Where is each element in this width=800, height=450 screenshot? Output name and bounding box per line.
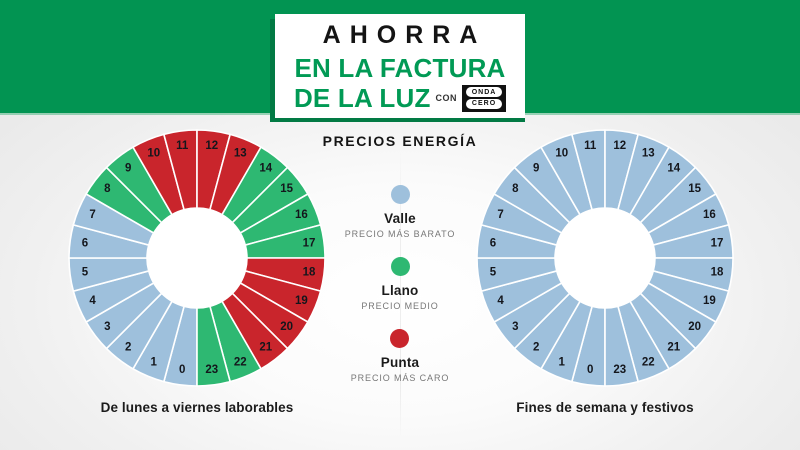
title-line-1: AHORRA [322,21,487,49]
hour-label-22: 22 [642,356,655,368]
legend-label-punta: Punta [380,355,420,370]
legend-sublabel-llano: PRECIO MEDIO [361,301,439,311]
hour-label-23: 23 [613,364,626,376]
hour-label-5: 5 [82,267,89,279]
legend-dot-valle-icon [390,185,410,204]
legend-item-valle[interactable]: Valle PRECIO MÁS BARATO [345,185,456,239]
legend-sublabel-punta: PRECIO MÁS CARO [350,373,450,383]
hour-label-9: 9 [533,162,539,174]
legend-label-llano: Llano [381,283,419,298]
hour-label-19: 19 [295,295,308,307]
hour-label-17: 17 [711,237,724,249]
hour-label-8: 8 [104,183,111,195]
hour-label-4: 4 [89,295,96,307]
hour-label-3: 3 [512,321,518,333]
donut-weekends: 0 1 2 3 4 5 6 7 8 9 10 11 12 13 14 15 16 17 18 19 20 21 22 23 [473,126,737,390]
legend: Valle PRECIO MÁS BARATO Llano PRECIO MEDIO P… [335,185,465,383]
hour-label-2: 2 [533,342,539,354]
panel-divider [400,150,401,440]
con-label: CON [435,93,458,104]
page-title: PRECIOS ENERGÍA [322,133,478,149]
hour-label-19: 19 [703,295,716,307]
hour-label-20: 20 [280,321,293,333]
legend-dot-punta-icon [390,329,410,348]
hour-label-7: 7 [89,209,95,221]
hour-label-17: 17 [303,237,316,249]
caption-weekdays: De lunes a viernes laborables [100,400,294,415]
hour-label-4: 4 [497,295,504,307]
hour-label-5: 5 [490,267,497,279]
hour-label-0: 0 [587,364,593,376]
caption-weekends: Fines de semana y festivos [516,400,694,415]
title-line-2: EN LA FACTURA [294,53,506,83]
hour-label-15: 15 [688,183,701,195]
onda-cero-logo-bottom: CERO [466,98,503,109]
hour-label-1: 1 [559,356,566,368]
hour-label-12: 12 [613,140,626,152]
hour-label-21: 21 [259,342,272,354]
hour-label-18: 18 [303,267,316,279]
hour-label-6: 6 [82,237,88,249]
hour-label-23: 23 [205,364,218,376]
hour-label-15: 15 [280,183,293,195]
onda-cero-logo-icon: ONDA CERO [462,84,507,112]
legend-label-valle: Valle [384,211,416,226]
hour-label-10: 10 [555,148,568,160]
onda-cero-logo-top: ONDA [466,87,503,98]
hour-label-14: 14 [259,162,272,174]
hour-label-8: 8 [512,183,519,195]
hour-label-10: 10 [147,148,160,160]
hour-label-18: 18 [711,267,724,279]
hour-label-22: 22 [234,356,247,368]
hour-label-11: 11 [176,140,189,152]
title-line-3: DE LA LUZ [293,83,431,114]
chart-weekends: 0 1 2 3 4 5 6 7 8 9 10 11 12 13 14 15 16 17 18 19 20 21 22 23 [473,126,737,390]
hour-label-9: 9 [125,162,131,174]
legend-sublabel-valle: PRECIO MÁS BARATO [344,229,456,239]
donut-weekdays: 0 1 2 3 4 5 6 7 8 9 10 11 12 13 14 15 16 17 18 19 20 21 22 23 [65,126,329,390]
hour-label-2: 2 [125,342,131,354]
hour-label-21: 21 [667,342,680,354]
hour-label-7: 7 [497,209,503,221]
hour-label-13: 13 [234,148,247,160]
hour-label-14: 14 [667,162,680,174]
legend-item-punta[interactable]: Punta PRECIO MÁS CARO [351,329,450,383]
hour-label-1: 1 [151,356,158,368]
hour-label-11: 11 [584,140,597,152]
chart-weekdays: 0 1 2 3 4 5 6 7 8 9 10 11 12 13 14 15 16 17 18 19 20 21 22 23 [65,126,329,390]
hour-label-13: 13 [642,148,655,160]
title-line-3-row: DE LA LUZ CON ONDA CERO [293,83,507,114]
donut-center-hole [555,208,655,308]
legend-dot-llano-icon [390,257,410,276]
hour-label-3: 3 [104,321,110,333]
donut-center-hole [147,208,247,308]
hour-label-6: 6 [490,237,496,249]
hour-label-16: 16 [295,209,308,221]
legend-item-llano[interactable]: Llano PRECIO MEDIO [361,257,438,311]
title-card: AHORRA EN LA FACTURA DE LA LUZ CON ONDA … [275,14,525,118]
hour-label-20: 20 [688,321,701,333]
hour-label-16: 16 [703,209,716,221]
hour-label-12: 12 [205,140,218,152]
hour-label-0: 0 [179,364,185,376]
